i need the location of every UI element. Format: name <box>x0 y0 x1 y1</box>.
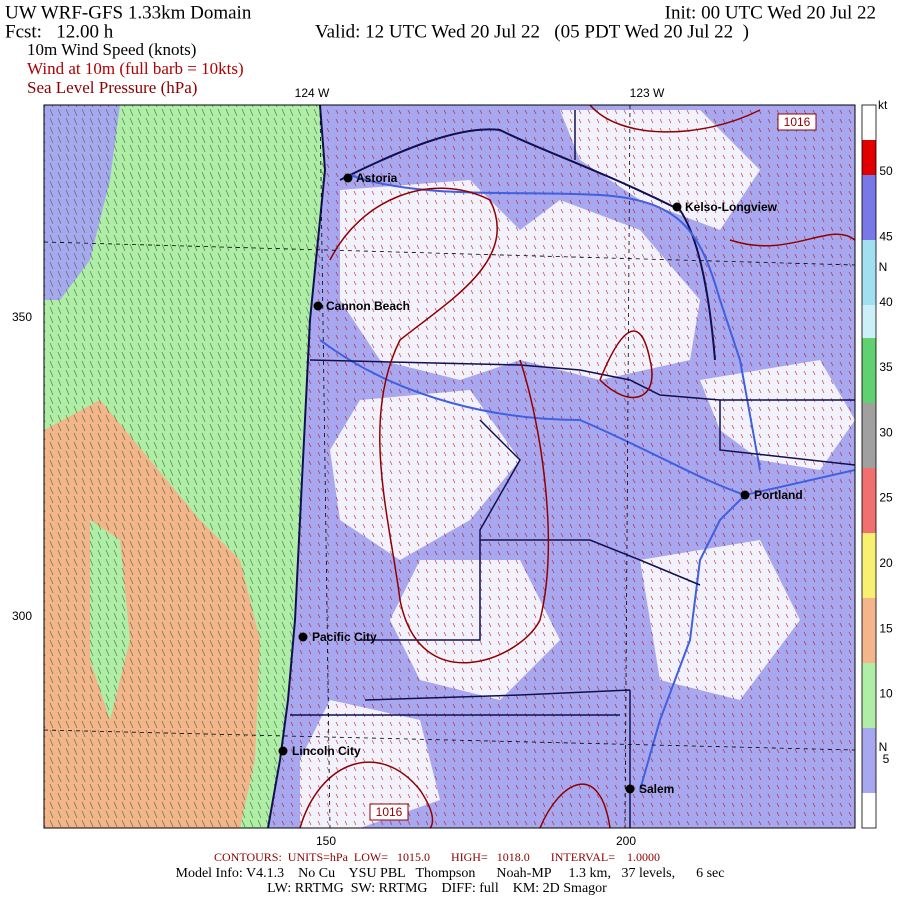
field-label: 10m Wind Speed (knots) <box>27 40 196 59</box>
colorbar-label: 35 <box>879 360 893 374</box>
colorbar-label: 25 <box>879 491 893 505</box>
colorbar-label: 10 <box>879 687 893 701</box>
colorbar-swatch <box>862 175 876 240</box>
physics-info: LW: RRTMG SW: RRTMG DIFF: full KM: 2D Sm… <box>267 881 607 896</box>
forecast-hour: Fcst: 12.00 h <box>5 21 114 42</box>
city-dot <box>625 784 635 794</box>
columbia-river <box>339 128 716 361</box>
city-dot <box>313 301 323 311</box>
field-label: Wind at 10m (full barb = 10kts) <box>27 59 244 78</box>
city-dot <box>672 202 682 212</box>
city-label: Pacific City <box>312 630 377 644</box>
map-area <box>44 105 855 828</box>
lon-label: 124 W <box>295 86 330 100</box>
colorbar-label: 15 <box>879 621 893 635</box>
city-label: Astoria <box>356 171 398 185</box>
wind-barbs-ocean <box>44 105 325 828</box>
colorbar-swatch <box>862 728 876 793</box>
colorbar-label: 20 <box>879 556 893 570</box>
lon-label: 123 W <box>630 86 665 100</box>
title: UW WRF-GFS 1.33km Domain <box>5 2 252 23</box>
colorbar-swatch <box>862 338 876 403</box>
river <box>639 494 746 791</box>
colorbar: kt 50 45 40 35 30 25 20 15 10 5 <box>861 98 893 829</box>
contour-label: 1016 <box>376 805 403 819</box>
map-frame <box>43 104 856 829</box>
colorbar-frame <box>861 104 877 829</box>
contour-label: 1016 <box>784 115 811 129</box>
colorbar-swatch <box>862 663 876 728</box>
colorbar-label: 40 <box>879 295 893 309</box>
colorbar-unit: kt <box>878 98 888 112</box>
field-label: Sea Level Pressure (hPa) <box>27 78 197 97</box>
contour-info: CONTOURS: UNITS=hPa LOW= 1015.0 HIGH= 10… <box>214 850 660 864</box>
colorbar-swatch <box>862 468 876 533</box>
model-info: Model Info: V4.1.3 No Cu YSU PBL Thompso… <box>176 866 725 881</box>
cities: Astoria Kelso-Longview Cannon Beach Port… <box>278 171 803 796</box>
colorbar-swatch <box>862 793 876 828</box>
colorbar-label: 50 <box>879 164 893 178</box>
city-dot <box>343 173 353 183</box>
colorbar-swatch <box>862 305 876 338</box>
city-label: Cannon Beach <box>326 299 410 313</box>
city-label: Kelso-Longview <box>685 200 778 214</box>
city-dot <box>740 490 750 500</box>
highway <box>319 339 855 497</box>
city-label: Portland <box>754 488 803 502</box>
colorbar-swatch <box>862 598 876 663</box>
city-label: Salem <box>639 782 674 796</box>
pressure-contour <box>299 761 611 828</box>
county-border <box>290 110 855 828</box>
init-time: Init: 00 UTC Wed 20 Jul 22 <box>665 2 876 23</box>
pressure-contour <box>329 187 550 664</box>
contour-label-box <box>369 803 409 821</box>
colorbar-swatch <box>862 105 876 140</box>
y-grid-label: 350 <box>12 310 32 324</box>
colorbar-swatch <box>862 403 876 468</box>
colorbar-label: 5 <box>883 752 890 766</box>
x-grid-label: 150 <box>316 834 336 848</box>
colorbar-swatch <box>862 140 876 175</box>
y-grid-label: 300 <box>12 609 32 623</box>
valid-time: Valid: 12 UTC Wed 20 Jul 22 (05 PDT Wed … <box>315 21 749 42</box>
pressure-contour <box>589 105 855 247</box>
contour-label-box <box>777 113 817 131</box>
coastline <box>267 105 327 828</box>
x-grid-label: 200 <box>616 834 636 848</box>
city-dot <box>298 632 308 642</box>
colorbar-label: 45 <box>879 229 893 243</box>
city-dot <box>278 746 288 756</box>
pressure-contour <box>599 330 653 399</box>
colorbar-label: 30 <box>879 425 893 439</box>
city-label: Lincoln City <box>292 744 361 758</box>
colorbar-swatch <box>862 240 876 305</box>
colorbar-swatch <box>862 533 876 598</box>
